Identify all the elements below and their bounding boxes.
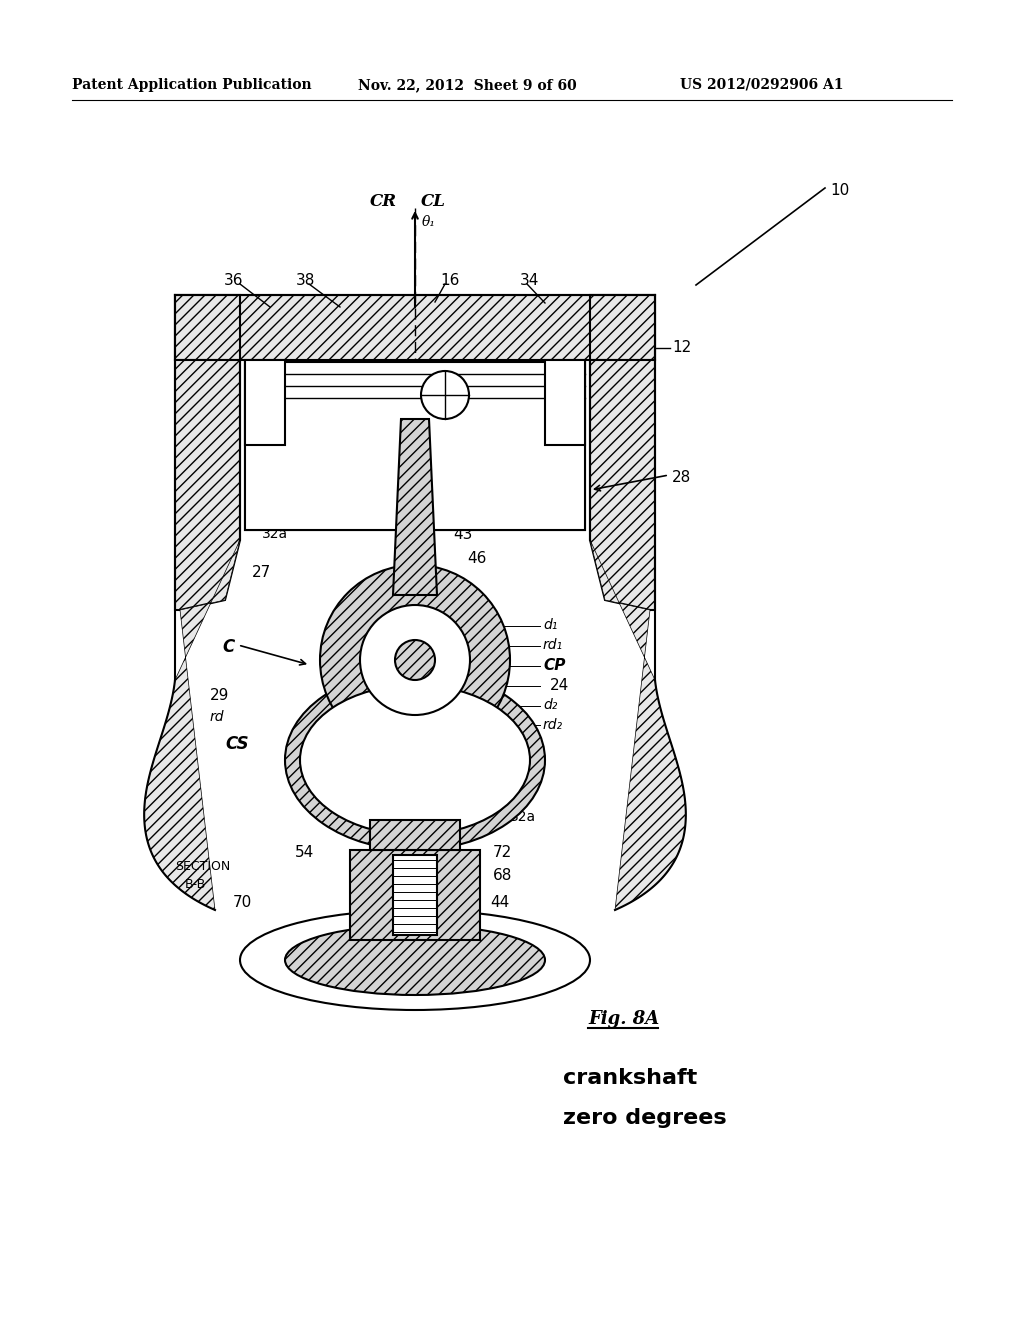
- Polygon shape: [175, 360, 240, 610]
- Text: 10: 10: [830, 183, 849, 198]
- Circle shape: [360, 605, 470, 715]
- Text: 14: 14: [247, 440, 268, 458]
- Text: rd₁: rd₁: [543, 638, 563, 652]
- Bar: [245, 360, 285, 445]
- Text: 64: 64: [302, 932, 322, 946]
- Text: CS: CS: [225, 735, 249, 752]
- Text: rd₂: rd₂: [543, 718, 563, 733]
- Bar: [545, 360, 585, 445]
- Text: 54: 54: [433, 948, 453, 964]
- Text: 54: 54: [295, 845, 314, 861]
- Text: 74: 74: [404, 952, 423, 968]
- Circle shape: [395, 640, 435, 680]
- Polygon shape: [175, 294, 240, 360]
- Text: 16: 16: [440, 273, 460, 288]
- Text: 68: 68: [493, 869, 512, 883]
- Text: 38: 38: [296, 273, 315, 288]
- Text: 32a: 32a: [510, 810, 537, 824]
- Bar: [415, 362, 585, 531]
- Text: Patent Application Publication: Patent Application Publication: [72, 78, 311, 92]
- Text: 35: 35: [467, 935, 486, 950]
- Bar: [350, 850, 480, 940]
- Text: 12: 12: [672, 341, 691, 355]
- Ellipse shape: [285, 925, 545, 995]
- Text: 34: 34: [520, 273, 540, 288]
- Polygon shape: [590, 294, 655, 360]
- Text: 33: 33: [455, 440, 474, 455]
- Circle shape: [421, 371, 469, 418]
- Text: θ₁: θ₁: [422, 215, 436, 228]
- Text: 44: 44: [490, 895, 509, 909]
- Text: CR: CR: [370, 193, 396, 210]
- Bar: [393, 855, 437, 935]
- Text: US 2012/0292906 A1: US 2012/0292906 A1: [680, 78, 844, 92]
- Text: 46: 46: [467, 550, 486, 566]
- Polygon shape: [590, 540, 686, 909]
- Text: zero degrees: zero degrees: [563, 1107, 727, 1129]
- Text: rd: rd: [210, 710, 224, 723]
- Text: crankshaft: crankshaft: [563, 1068, 697, 1088]
- Text: CL: CL: [421, 193, 445, 210]
- Polygon shape: [247, 440, 583, 540]
- Bar: [245, 362, 415, 531]
- Text: 29: 29: [210, 688, 229, 704]
- Text: 28: 28: [672, 470, 691, 484]
- Text: 72: 72: [493, 845, 512, 861]
- Text: 32a: 32a: [262, 527, 288, 541]
- Bar: [245, 362, 585, 531]
- Text: Nov. 22, 2012  Sheet 9 of 60: Nov. 22, 2012 Sheet 9 of 60: [358, 78, 577, 92]
- Text: 36: 36: [224, 273, 244, 288]
- Text: SECTION: SECTION: [175, 861, 230, 873]
- Bar: [175, 294, 655, 360]
- Ellipse shape: [240, 909, 590, 1010]
- Text: C: C: [222, 638, 234, 656]
- Polygon shape: [590, 360, 655, 610]
- Circle shape: [319, 565, 510, 755]
- Polygon shape: [144, 540, 240, 909]
- Ellipse shape: [285, 671, 545, 850]
- Text: B-B: B-B: [185, 878, 206, 891]
- Text: Fig. 8A: Fig. 8A: [588, 1010, 659, 1028]
- Text: 66: 66: [378, 952, 397, 968]
- Text: 27: 27: [252, 565, 271, 579]
- Text: 24: 24: [550, 678, 569, 693]
- Text: 70: 70: [233, 895, 252, 909]
- Text: 43: 43: [453, 527, 472, 543]
- Ellipse shape: [300, 685, 530, 836]
- Text: 26: 26: [338, 948, 357, 964]
- Text: d₁: d₁: [543, 618, 557, 632]
- Text: d₂: d₂: [543, 698, 557, 711]
- Text: CP: CP: [543, 657, 565, 673]
- Bar: [370, 820, 460, 850]
- Polygon shape: [393, 418, 437, 595]
